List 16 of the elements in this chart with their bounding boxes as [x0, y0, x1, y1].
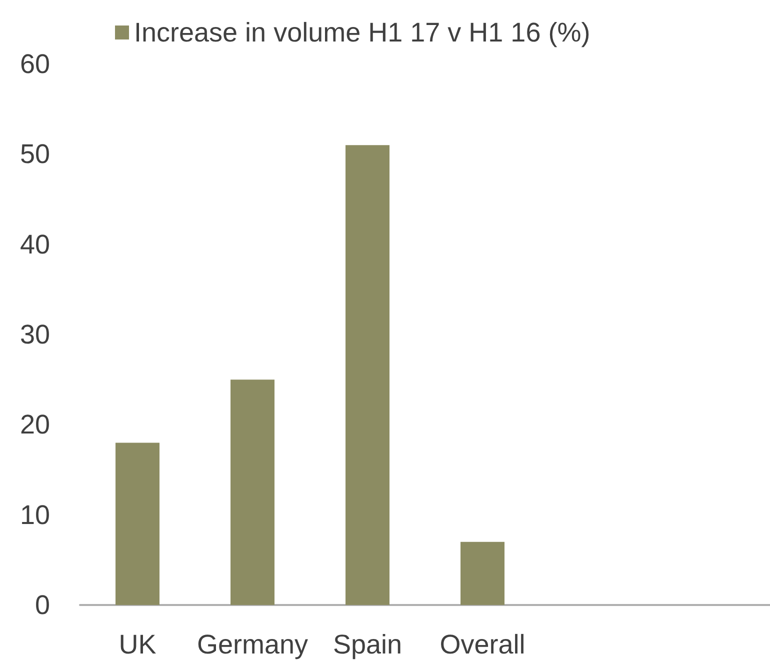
- y-tick-label: 50: [20, 139, 50, 170]
- y-tick-label: 0: [34, 590, 50, 620]
- x-tick-label: Germany: [196, 630, 309, 660]
- x-tick-label: Spain: [332, 630, 402, 660]
- bar: [230, 380, 274, 605]
- y-tick-label: 30: [20, 320, 50, 350]
- bar: [116, 442, 160, 605]
- x-tick-label: Overall: [440, 630, 526, 660]
- y-tick-label: 40: [20, 229, 50, 260]
- bar: [346, 145, 390, 605]
- legend-label: Increase in volume H1 17 v H1 16 (%): [134, 18, 590, 48]
- x-tick-label: UK: [118, 630, 156, 660]
- y-tick-label: 20: [20, 410, 50, 440]
- bar: [460, 542, 504, 605]
- y-tick-label: 60: [20, 49, 50, 79]
- y-tick-label: 10: [20, 500, 50, 530]
